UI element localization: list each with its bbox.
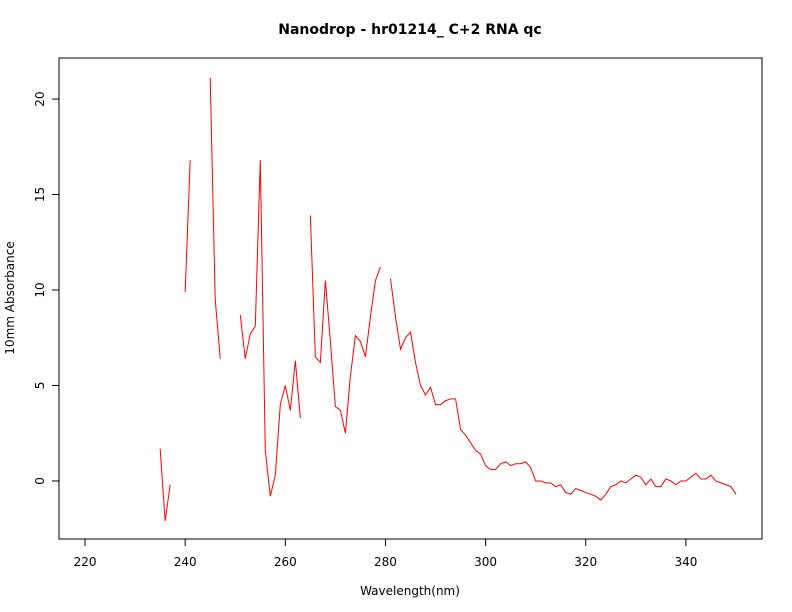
y-tick-label: 0 (33, 477, 47, 485)
x-tick-label: 220 (74, 555, 97, 569)
y-tick-label: 5 (33, 382, 47, 390)
y-tick-label: 20 (33, 91, 47, 106)
data-line (159, 78, 737, 522)
x-tick-label: 280 (374, 555, 397, 569)
y-axis-label: 10mm Absorbance (3, 241, 17, 354)
x-tick-label: 260 (274, 555, 297, 569)
x-tick-label: 340 (674, 555, 697, 569)
y-tick-label: 10 (33, 282, 47, 297)
chart-title: Nanodrop - hr01214_ C+2 RNA qc (278, 22, 541, 38)
y-tick-label: 15 (33, 187, 47, 202)
x-axis-label: Wavelength(nm) (360, 584, 460, 598)
plot-frame (58, 57, 763, 540)
x-tick-label: 300 (474, 555, 497, 569)
x-tick-label: 320 (574, 555, 597, 569)
x-tick-label: 240 (174, 555, 197, 569)
